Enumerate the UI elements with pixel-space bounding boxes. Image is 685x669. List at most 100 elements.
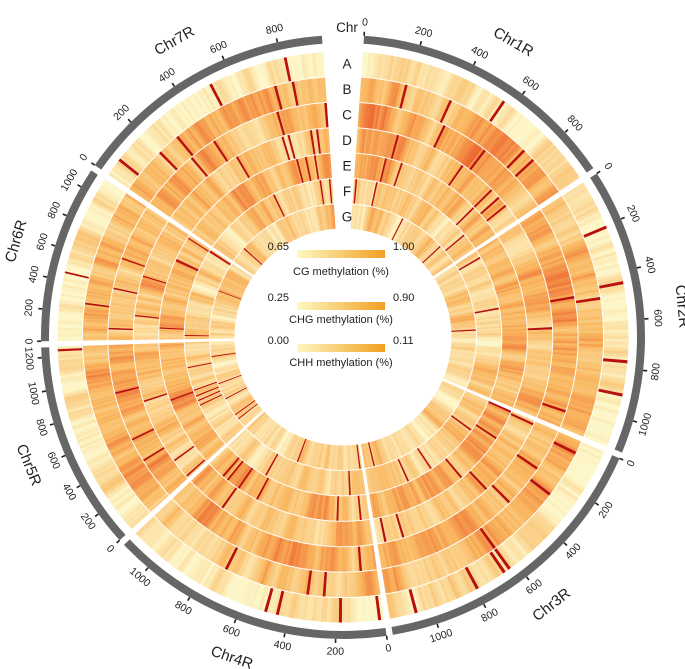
tick-label: 600 [208, 38, 229, 56]
tick-mark [619, 457, 624, 461]
tick-mark [127, 118, 132, 123]
tick-mark [385, 635, 388, 640]
tick-mark [144, 567, 149, 572]
tick-label: 200 [326, 645, 344, 657]
track-label-B: B [342, 82, 351, 97]
chr-segment-5 [57, 340, 263, 530]
track-label-G: G [342, 209, 353, 224]
legend-cg-max: 1.00 [393, 241, 414, 253]
legend-chh-min: 0.00 [268, 335, 289, 347]
legend-cg-bar [297, 250, 385, 258]
tick-mark [90, 162, 96, 166]
tick-label: 1000 [428, 627, 454, 646]
tick-mark [632, 420, 638, 423]
tick-label: 200 [22, 298, 36, 317]
tick-label: 800 [479, 606, 500, 625]
chr-segment-4 [135, 411, 385, 623]
chromosome-label-Chr2R: Chr2R [672, 284, 685, 329]
chromosome-ideograms [41, 35, 645, 640]
tick-label: 0 [104, 543, 117, 556]
legend-chh-max: 0.11 [393, 335, 414, 347]
tick-mark [596, 170, 601, 175]
tick-mark [419, 40, 423, 46]
chromosome-label-Chr4R: Chr4R [209, 643, 256, 669]
tick-label: 600 [524, 577, 545, 597]
tick-label: 400 [26, 265, 41, 285]
ideogram-Chr5R [41, 347, 126, 541]
tick-label: 600 [45, 450, 63, 471]
chr-segment-2 [434, 182, 629, 447]
tick-label: 400 [469, 44, 490, 62]
tick-label: 200 [624, 203, 642, 224]
track-label-F: F [343, 184, 351, 199]
tick-mark [283, 633, 286, 638]
tick-mark [564, 129, 569, 133]
tick-label: 1000 [58, 167, 80, 193]
tick-mark [187, 596, 191, 602]
tick-mark [483, 603, 487, 609]
chromosome-label-Chr7R: Chr7R [151, 23, 197, 59]
track-label-E: E [342, 158, 351, 173]
tick-mark [77, 184, 82, 188]
tick-mark [521, 90, 526, 95]
tick-mark [275, 38, 279, 43]
tick-label: 0 [362, 16, 369, 28]
chromosome-label-Chr1R: Chr1R [490, 24, 536, 60]
legend-chg-title: CHG methylation (%) [289, 314, 393, 326]
tick-mark [94, 513, 99, 518]
tick-label: 400 [60, 481, 79, 502]
tick-label: 0 [601, 161, 614, 173]
legend-chg-bar [297, 302, 385, 310]
tick-mark [525, 576, 530, 581]
tick-mark [62, 213, 67, 217]
chr-segment-6 [57, 179, 253, 341]
tick-label: 600 [221, 623, 242, 640]
legend-cg-title: CG methylation (%) [293, 266, 389, 278]
tick-label: 0 [625, 458, 638, 468]
chr-segment-1 [350, 52, 580, 277]
tick-label: 600 [34, 232, 51, 252]
legend-chg-max: 0.90 [393, 292, 414, 304]
tick-label: 200 [596, 499, 616, 520]
tick-mark [233, 619, 237, 624]
ideogram-Chr2R [590, 173, 645, 453]
legend-chh-bar [297, 344, 385, 352]
legend-cg-min: 0.65 [268, 241, 289, 253]
tick-label: 400 [642, 255, 658, 275]
legend-chg-min: 0.25 [268, 292, 289, 304]
chromosome-label-Chr5R: Chr5R [13, 442, 45, 489]
tick-mark [49, 423, 54, 426]
tick-label: 800 [33, 417, 50, 437]
chr-segment-7 [108, 52, 336, 276]
track-label-D: D [342, 133, 352, 148]
tick-mark [42, 275, 48, 278]
tick-label: 1000 [25, 381, 41, 406]
tick-mark [636, 266, 642, 269]
tick-label: 800 [649, 362, 663, 381]
tick-mark [221, 55, 225, 60]
chromosome-label-Chr6R: Chr6R [2, 218, 31, 265]
tick-label: 800 [173, 599, 194, 618]
track-label-A: A [342, 57, 351, 72]
tick-mark [41, 390, 47, 393]
tick-label: 1000 [127, 565, 153, 589]
tick-label: 1200 [22, 346, 36, 370]
tick-label: 600 [651, 309, 664, 327]
tick-label: 400 [156, 65, 177, 85]
tick-label: 600 [520, 74, 541, 94]
ideogram-Chr4R [123, 539, 387, 640]
chr-segment-3 [360, 380, 605, 619]
heatmap-tracks [57, 52, 629, 623]
tick-mark [436, 623, 440, 629]
tick-label: 400 [273, 638, 293, 653]
tick-mark [51, 243, 56, 247]
tick-label: 1000 [636, 412, 654, 438]
track-label-C: C [342, 108, 352, 123]
tick-label: 800 [265, 21, 285, 37]
tick-mark [594, 502, 600, 506]
ideogram-Chr6R [41, 170, 98, 342]
tick-mark [116, 539, 121, 544]
tick-mark [563, 542, 568, 547]
